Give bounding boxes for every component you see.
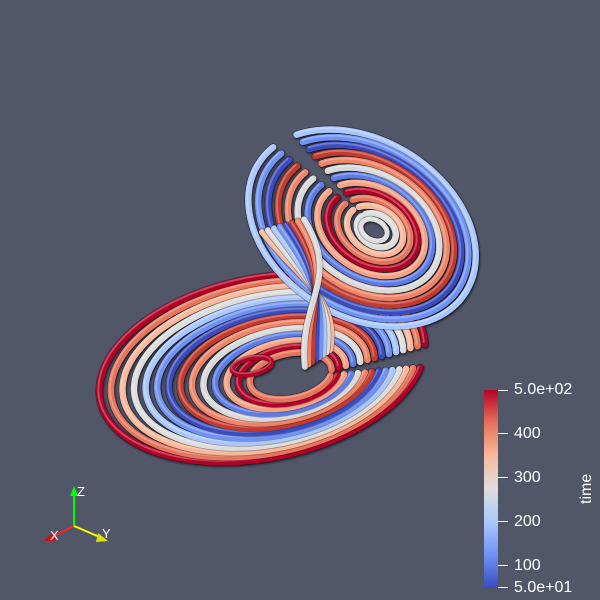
colorbar-label-300: 300 <box>514 469 541 486</box>
colorbar-label-200: 200 <box>514 513 541 530</box>
tube-highlight <box>325 187 418 269</box>
tube-highlight <box>354 210 396 247</box>
y-axis-arrow <box>96 533 108 542</box>
colorbar-tick-300 <box>498 477 508 478</box>
colorbar-label-100: 100 <box>514 557 541 574</box>
colorbar-tick-max <box>498 390 508 391</box>
x-axis-arrow <box>44 533 56 541</box>
colorbar-tick-200 <box>498 521 508 522</box>
lorenz-attractor <box>95 125 480 467</box>
x-axis-label: X <box>50 528 59 543</box>
tube-highlight <box>246 127 476 326</box>
tube-highlight <box>335 195 411 262</box>
x-axis-line <box>49 525 75 539</box>
tube-highlight <box>315 180 425 276</box>
colorbar-label-max: 5.0e+02 <box>514 381 573 398</box>
tube-highlight <box>345 203 403 254</box>
y-axis-label: Y <box>102 526 111 541</box>
colorbar-label-min: 5.0e+01 <box>514 579 573 596</box>
colorbar-label-400: 400 <box>514 425 541 442</box>
z-axis-arrow <box>70 486 78 496</box>
tube-highlight <box>302 217 320 366</box>
tube-highlight <box>230 354 272 375</box>
z-axis-label: Z <box>77 484 85 499</box>
colorbar-tick-400 <box>498 433 508 434</box>
colorbar-tick-100 <box>498 565 508 566</box>
colorbar-tick-min <box>498 587 508 588</box>
colorbar-title: time <box>578 473 595 504</box>
tube-highlight <box>359 216 387 241</box>
colorbar <box>484 390 498 588</box>
orientation-axes <box>44 486 108 542</box>
